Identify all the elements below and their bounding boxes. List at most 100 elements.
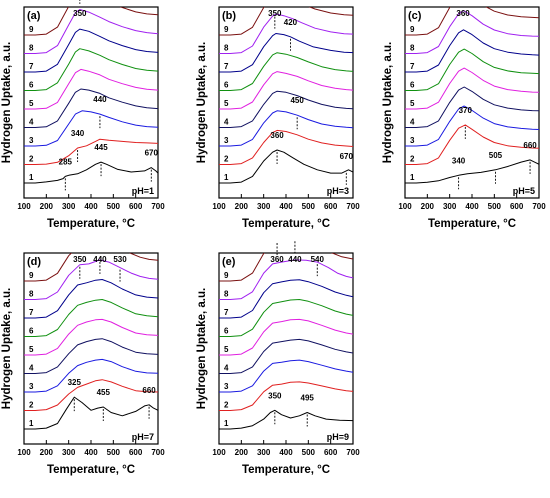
x-tick-label: 300 xyxy=(443,202,457,211)
series-line-6 xyxy=(405,48,539,91)
y-axis-label: Hydrogen Uptake, a.u. xyxy=(1,42,13,163)
series-label: 8 xyxy=(29,44,34,53)
x-tick-label: 300 xyxy=(62,202,76,211)
series-line-1 xyxy=(24,161,158,184)
x-tick-label: 400 xyxy=(84,448,98,457)
x-tick-label: 500 xyxy=(488,202,502,211)
peak-label: 540 xyxy=(311,255,325,264)
series-line-1 xyxy=(24,396,158,430)
peak-label: 370 xyxy=(459,106,473,115)
x-tick-label: 100 xyxy=(17,202,31,211)
series-line-9 xyxy=(219,253,353,282)
x-axis-label: Temperature, °C xyxy=(47,464,135,476)
x-tick-label: 200 xyxy=(421,202,435,211)
peak-label: 455 xyxy=(97,388,111,397)
series-label: 3 xyxy=(410,136,415,145)
peak-label: 660 xyxy=(523,141,537,150)
series-line-7 xyxy=(24,279,158,319)
series-label: 9 xyxy=(410,25,415,34)
x-axis-label: Temperature, °C xyxy=(242,464,330,476)
series-line-1 xyxy=(405,159,539,184)
x-tick-label: 400 xyxy=(84,202,98,211)
x-tick-label: 200 xyxy=(235,202,249,211)
x-tick-label: 200 xyxy=(40,202,54,211)
series-label: 6 xyxy=(224,81,229,90)
series-line-6 xyxy=(24,48,158,91)
series-line-5 xyxy=(405,67,539,110)
ph-condition-label: pH=1 xyxy=(132,186,154,196)
x-tick-label: 600 xyxy=(324,448,338,457)
x-tick-label: 400 xyxy=(279,448,293,457)
ph-condition-label: pH=7 xyxy=(132,432,154,442)
series-label: 4 xyxy=(224,364,229,373)
series-label: 1 xyxy=(29,173,34,182)
series-label: 7 xyxy=(224,308,229,317)
x-tick-label: 500 xyxy=(107,202,121,211)
x-tick-label: 100 xyxy=(398,202,412,211)
series-label: 1 xyxy=(224,173,229,182)
series-line-6 xyxy=(219,52,353,91)
series-line-8 xyxy=(219,259,353,300)
series-label: 7 xyxy=(410,62,415,71)
x-tick-label: 600 xyxy=(129,448,143,457)
series-label: 3 xyxy=(224,382,229,391)
series-label: 2 xyxy=(224,155,229,164)
series-line-7 xyxy=(219,33,353,73)
panel-tag: (a) xyxy=(27,10,41,22)
peak-label: 285 xyxy=(59,157,73,166)
series-line-1 xyxy=(219,409,353,430)
series-line-4 xyxy=(219,90,353,128)
x-tick-label: 500 xyxy=(107,448,121,457)
series-line-8 xyxy=(24,259,158,300)
series-label: 4 xyxy=(29,364,34,373)
panel-tag: (c) xyxy=(408,10,422,22)
series-line-2 xyxy=(24,379,158,411)
peak-label: 445 xyxy=(94,143,108,152)
series-line-5 xyxy=(24,68,158,110)
peak-label: 350 xyxy=(73,255,87,264)
series-label: 8 xyxy=(224,290,229,299)
series-line-8 xyxy=(219,13,353,54)
series-line-3 xyxy=(24,110,158,147)
series-label: 5 xyxy=(224,345,229,354)
series-line-2 xyxy=(219,381,353,411)
y-axis-label: Hydrogen Uptake, a.u. xyxy=(382,42,394,163)
x-tick-label: 700 xyxy=(151,448,165,457)
series-line-9 xyxy=(405,7,539,36)
series-line-3 xyxy=(405,105,539,147)
series-label: 2 xyxy=(224,401,229,410)
series-label: 8 xyxy=(410,44,415,53)
ph-condition-label: pH=5 xyxy=(513,186,535,196)
series-line-1 xyxy=(219,149,353,184)
series-line-6 xyxy=(219,299,353,337)
series-line-4 xyxy=(24,88,158,128)
series-line-5 xyxy=(219,318,353,356)
series-label: 4 xyxy=(29,118,34,127)
series-line-9 xyxy=(24,7,158,36)
series-label: 7 xyxy=(29,62,34,71)
series-line-3 xyxy=(24,358,158,393)
series-line-2 xyxy=(219,129,353,165)
x-tick-label: 700 xyxy=(151,202,165,211)
series-line-7 xyxy=(219,279,353,319)
series-line-7 xyxy=(405,29,539,73)
series-label: 5 xyxy=(29,345,34,354)
peak-label: 670 xyxy=(340,152,354,161)
series-label: 5 xyxy=(29,99,34,108)
series-line-3 xyxy=(219,110,353,147)
peak-label: 325 xyxy=(68,378,82,387)
peak-label: 660 xyxy=(142,386,156,395)
x-tick-label: 700 xyxy=(346,448,360,457)
series-label: 9 xyxy=(224,25,229,34)
series-label: 5 xyxy=(410,99,415,108)
peak-label: 505 xyxy=(489,151,503,160)
x-tick-label: 100 xyxy=(17,448,31,457)
series-label: 3 xyxy=(29,136,34,145)
panel-tag: (b) xyxy=(222,10,236,22)
y-axis-label: Hydrogen Uptake, a.u. xyxy=(196,288,208,409)
series-label: 7 xyxy=(29,308,34,317)
series-label: 8 xyxy=(29,290,34,299)
x-tick-label: 200 xyxy=(40,448,54,457)
x-tick-label: 100 xyxy=(212,202,226,211)
